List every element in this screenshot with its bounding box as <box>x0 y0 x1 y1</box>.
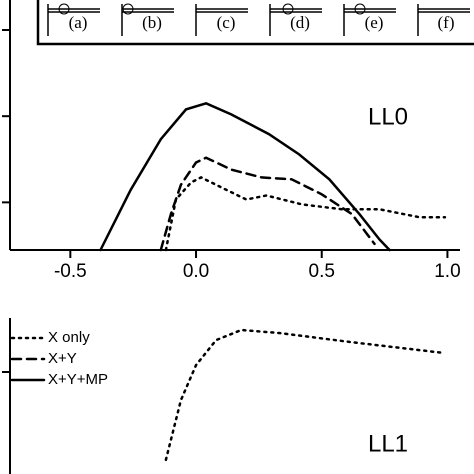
inset-b <box>121 4 174 36</box>
panel-label: LL0 <box>368 103 408 130</box>
inset-label: (c) <box>217 13 236 32</box>
x-tick-label: 0.5 <box>309 261 335 282</box>
inset-label: (f) <box>438 13 455 32</box>
x-tick-label: 0.0 <box>183 261 209 282</box>
inset-c <box>195 4 248 36</box>
legend-label: X+Y <box>48 350 77 367</box>
inset-d <box>269 4 322 36</box>
inset-f <box>417 4 470 36</box>
series-line <box>99 101 391 252</box>
x-tick-label: -0.5 <box>54 261 87 282</box>
inset-dot <box>122 3 134 15</box>
inset-frame <box>36 0 474 46</box>
inset-dot <box>354 3 366 15</box>
series-line <box>164 176 447 252</box>
inset-labels: (a) (b) (c) (d) (e) (f) <box>69 13 455 32</box>
legend-label: X+Y+MP <box>48 371 108 388</box>
inset-dot <box>282 3 294 15</box>
inset-dot <box>58 3 70 15</box>
legend-label: X only <box>48 329 90 346</box>
inset-strip <box>36 0 474 46</box>
inset-label: (e) <box>365 13 384 32</box>
inset-label: (d) <box>290 13 310 32</box>
x-tick-label: 1.0 <box>434 261 460 282</box>
inset-a <box>47 4 100 36</box>
inset-label: (a) <box>69 13 88 32</box>
inset-e <box>343 4 396 36</box>
inset-label: (b) <box>142 13 162 32</box>
series-line <box>159 156 376 252</box>
panel-label: LL1 <box>368 430 408 457</box>
